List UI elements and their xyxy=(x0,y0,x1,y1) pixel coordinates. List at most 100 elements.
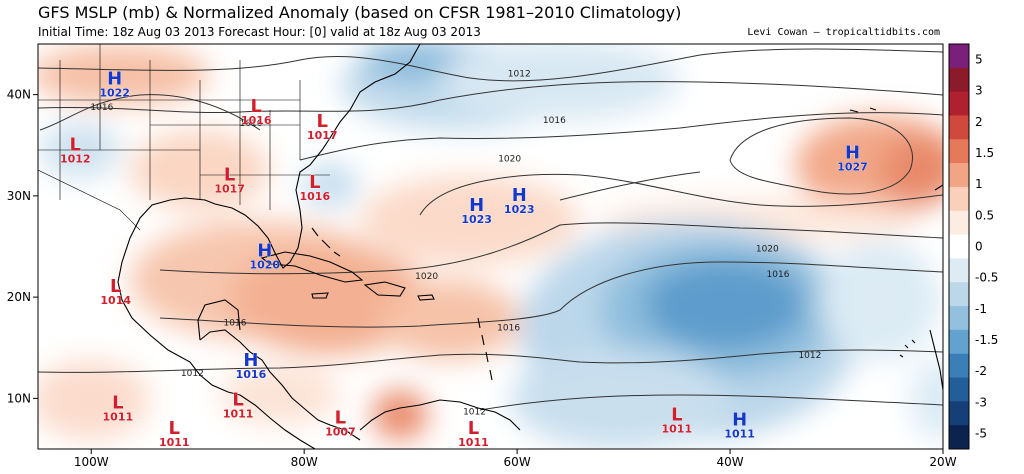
system-letter: L xyxy=(317,111,328,132)
colorbar-swatch xyxy=(949,234,969,259)
colorbar-swatch xyxy=(949,329,969,355)
lon-tick-label: 100W xyxy=(74,455,109,469)
isobar-labels: 1012 1016 1016 1016 1020 1020 1020 1016 1016 1016… xyxy=(90,69,821,417)
system-pressure-value: 1014 xyxy=(100,294,131,307)
colorbar-swatch xyxy=(949,186,969,212)
isobar-label: 1020 xyxy=(415,272,438,282)
system-letter: L xyxy=(169,418,180,439)
colorbar-label: -2 xyxy=(975,364,987,378)
lat-tick-label: 40N xyxy=(7,88,31,102)
system-pressure-value: 1011 xyxy=(662,423,693,436)
system-letter: L xyxy=(224,165,235,186)
isobar-label: 1016 xyxy=(239,119,262,129)
coastlines xyxy=(117,44,943,449)
map-subtitle: Initial Time: 18z Aug 03 2013 Forecast H… xyxy=(38,25,481,39)
colorbar-swatch xyxy=(949,91,969,116)
colorbar-label: 0.5 xyxy=(975,208,994,222)
lon-tick-label: 60W xyxy=(504,455,531,469)
system-letter: L xyxy=(112,393,123,414)
system-pressure-value: 1011 xyxy=(458,436,489,449)
lat-tick-label: 30N xyxy=(7,189,31,203)
isobar-label: 1012 xyxy=(798,351,821,361)
colorbar-label: 2 xyxy=(975,115,983,129)
isobar-label: 1012 xyxy=(463,408,486,418)
isobar-lines xyxy=(38,48,943,411)
system-letter: L xyxy=(70,134,81,155)
system-letter: H xyxy=(845,142,860,163)
colorbar-frame xyxy=(948,43,970,450)
colorbar-label: -5 xyxy=(975,426,987,440)
system-pressure-value: 1011 xyxy=(103,411,134,424)
map-credit: Levi Cowan – tropicaltidbits.com xyxy=(747,27,940,38)
system-pressure-value: 1017 xyxy=(214,183,245,196)
lat-tick-label: 20N xyxy=(7,290,31,304)
isobar-label: 1012 xyxy=(181,369,204,379)
system-pressure-value: 1023 xyxy=(504,203,535,216)
colorbar-swatch xyxy=(949,163,969,188)
anomaly-colorbar: 5 3 2 1.5 1 0.5 0 -0.5 -1 -1.5 -2 -3 -5 xyxy=(948,43,998,450)
system-letter: L xyxy=(309,172,320,193)
system-letter: H xyxy=(257,241,272,262)
isobar-label: 1016 xyxy=(90,103,113,113)
colorbar-label: -1.5 xyxy=(975,333,998,347)
colorbar-label: 1 xyxy=(975,177,983,191)
system-letter: L xyxy=(335,408,346,429)
colorbar-swatch xyxy=(949,306,969,331)
isobar-label: 1012 xyxy=(508,69,531,79)
system-pressure-value: 1022 xyxy=(99,87,130,100)
colorbar-swatch xyxy=(949,44,969,69)
lat-tick-label: 10N xyxy=(7,391,31,405)
system-pressure-value: 1007 xyxy=(325,426,356,439)
isobar-label: 1020 xyxy=(756,245,779,255)
state-borders xyxy=(38,44,330,231)
axis-ticks: 100W 80W 60W 40W 20W 40N 30N 20N 10N xyxy=(7,88,957,469)
colorbar-label: 0 xyxy=(975,240,983,254)
colorbar-swatch xyxy=(949,401,969,426)
system-pressure-value: 1011 xyxy=(159,436,190,449)
system-letter: H xyxy=(469,195,484,216)
colorbar-swatch xyxy=(949,282,969,307)
system-letter: H xyxy=(732,410,747,431)
system-pressure-value: 1012 xyxy=(60,152,91,165)
system-pressure-value: 1023 xyxy=(461,213,492,226)
colorbar-swatch xyxy=(949,258,969,283)
lon-tick-label: 20W xyxy=(929,455,956,469)
system-pressure-value: 1020 xyxy=(249,259,280,272)
system-pressure-value: 1011 xyxy=(724,428,755,441)
system-letter: L xyxy=(468,418,479,439)
isobar-label: 1016 xyxy=(767,270,790,280)
isobar-label: 1020 xyxy=(498,154,521,164)
colorbar-swatch xyxy=(949,139,969,164)
system-pressure-value: 1011 xyxy=(223,407,254,420)
system-letter: H xyxy=(512,185,527,206)
system-letter: L xyxy=(671,405,682,426)
colorbar-label: 3 xyxy=(975,84,983,98)
isobar-label: 1016 xyxy=(543,116,566,126)
system-pressure-value: 1027 xyxy=(837,160,868,173)
colorbar-label: 1.5 xyxy=(975,146,994,160)
colorbar-label: -3 xyxy=(975,395,987,409)
colorbar-label: 5 xyxy=(975,53,983,67)
colorbar-swatch xyxy=(949,377,969,402)
system-letter: L xyxy=(110,276,121,297)
system-letter: H xyxy=(107,69,122,90)
colorbar-swatch xyxy=(949,210,969,236)
lon-tick-label: 40W xyxy=(716,455,743,469)
